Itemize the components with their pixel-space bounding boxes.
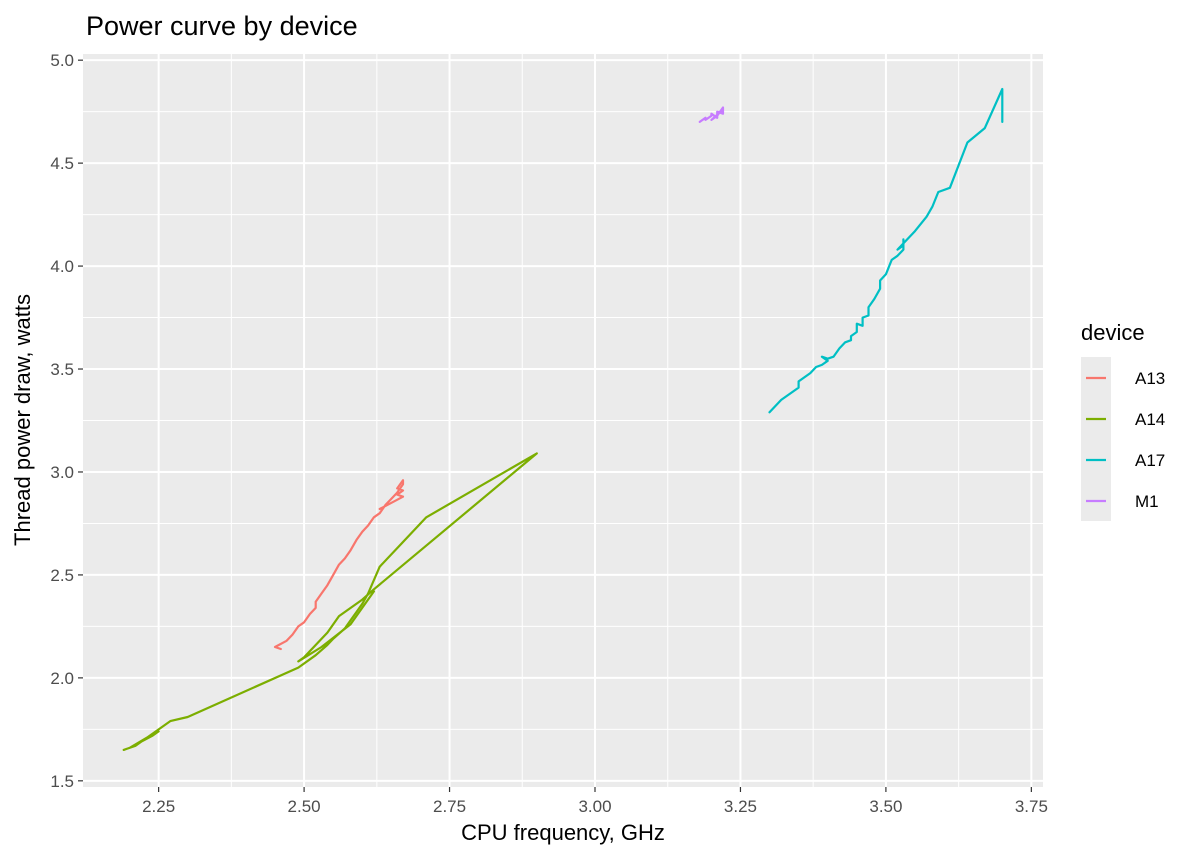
chart-title: Power curve by device — [86, 11, 358, 41]
legend-label-a13: A13 — [1135, 369, 1165, 388]
legend-label-a17: A17 — [1135, 451, 1165, 470]
y-axis-title: Thread power draw, watts — [10, 294, 35, 546]
y-tick-label: 2.0 — [50, 669, 74, 688]
y-tick-label: 2.5 — [50, 566, 74, 585]
y-tick-label: 3.0 — [50, 463, 74, 482]
series-line-a13 — [273, 479, 405, 651]
y-tick-label: 3.5 — [50, 360, 74, 379]
y-tick-label: 4.0 — [50, 257, 74, 276]
x-axis-title: CPU frequency, GHz — [461, 820, 665, 845]
legend-label-a14: A14 — [1135, 410, 1165, 429]
series-layer — [122, 87, 1004, 752]
y-axis: 1.5 2.0 2.5 3.0 3.5 4.0 4.5 5.0 — [50, 51, 83, 791]
x-tick-label: 3.50 — [869, 797, 902, 816]
x-tick-label: 3.75 — [1015, 797, 1048, 816]
legend-title: device — [1081, 320, 1145, 345]
legend-key-background — [1081, 357, 1111, 521]
y-tick-label: 1.5 — [50, 772, 74, 791]
x-tick-label: 2.25 — [142, 797, 175, 816]
y-tick-label: 5.0 — [50, 51, 74, 70]
x-axis: 2.25 2.50 2.75 3.00 3.25 3.50 3.75 — [142, 787, 1048, 816]
series-line-m1 — [698, 106, 725, 124]
legend: device A13 A14 A17 M1 — [1081, 320, 1165, 521]
legend-label-m1: M1 — [1135, 492, 1159, 511]
series-line-a17 — [768, 87, 1004, 414]
x-tick-label: 3.00 — [578, 797, 611, 816]
x-tick-label: 3.25 — [724, 797, 757, 816]
minor-gridlines — [83, 54, 1043, 787]
major-gridlines — [83, 54, 1043, 787]
x-tick-label: 2.75 — [433, 797, 466, 816]
x-tick-label: 2.50 — [288, 797, 321, 816]
y-tick-label: 4.5 — [50, 154, 74, 173]
series-line-a14 — [122, 452, 538, 752]
